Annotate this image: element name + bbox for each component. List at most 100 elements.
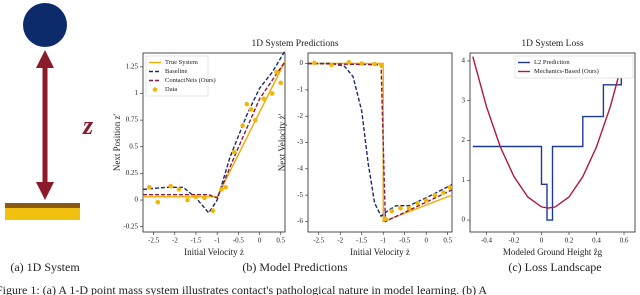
x-tick-label: 0.6 [620, 237, 629, 245]
data-point [210, 208, 216, 213]
legend-label: ContactNets (Ours) [165, 77, 216, 84]
data-point [372, 61, 377, 67]
data-point [185, 197, 190, 203]
data-point [312, 60, 317, 66]
x-tick-label: -0.2 [508, 237, 520, 245]
y-tick-label: 1.25 [126, 62, 139, 70]
x-tick-label: 0 [540, 237, 544, 245]
series-line [472, 56, 625, 209]
x-tick-label: -1.5 [190, 237, 202, 245]
arrow-head-down [36, 182, 54, 200]
data-point [441, 190, 446, 195]
plot-frame [469, 52, 636, 233]
y-tick-label: 1 [135, 89, 139, 97]
data-point [155, 199, 161, 205]
y-tick-label: 4 [462, 57, 466, 65]
y-tick-label: 1 [462, 176, 466, 184]
plot-frame [142, 52, 286, 233]
x-tick-label: -1 [214, 237, 220, 245]
y-tick-label: 0.75 [126, 116, 139, 124]
legend-label: Mechanics-Based (Ours) [534, 68, 599, 75]
y-tick-label: -1 [297, 85, 303, 93]
data-point [329, 62, 334, 68]
x-tick-label: 0.5 [443, 237, 452, 245]
y-tick-label: 0 [300, 59, 304, 67]
figure-caption: Figure 1: (a) A 1-D point mass system il… [0, 283, 487, 295]
y-tick-label: 0 [462, 216, 466, 224]
legend-box [514, 55, 634, 79]
x-tick-label: -0.5 [233, 237, 245, 245]
ground-surface [5, 203, 80, 208]
data-point [389, 208, 395, 214]
data-point [274, 69, 279, 75]
caption: (a) 1D System [10, 260, 80, 274]
y-tick-label: 3 [462, 96, 466, 104]
series-line [472, 64, 627, 221]
y-tick-label: 0 [135, 196, 139, 204]
data-point [415, 200, 420, 206]
legend-label: L2 Prediction [534, 59, 570, 66]
y-axis-label: Next Position z' [112, 114, 122, 171]
panel-title: 1D System Predictions [251, 39, 338, 49]
data-point [406, 206, 412, 211]
x-axis-label: Modeled Ground Height ẑg [503, 247, 603, 257]
x-tick-label: 0.2 [565, 237, 574, 245]
x-tick-label: 0.5 [276, 237, 285, 245]
data-point [423, 198, 429, 203]
data-point [248, 107, 254, 112]
x-axis-label: Initial Velocity ż [350, 247, 410, 257]
caption: (b) Model Predictions [242, 260, 348, 274]
x-tick-label: -2.5 [148, 237, 160, 245]
data-point [223, 184, 228, 190]
x-tick-label: -1.5 [356, 237, 368, 245]
data-point [378, 62, 384, 68]
data-point [432, 192, 438, 198]
y-tick-label: 2 [462, 136, 466, 144]
legend-marker [152, 87, 158, 92]
x-axis-label: Initial Velocity ż [184, 247, 244, 257]
x-tick-label: 0 [424, 237, 428, 245]
series-line [308, 62, 453, 218]
data-point [447, 184, 453, 190]
y-tick-label: -3 [297, 138, 303, 146]
data-point [219, 187, 224, 192]
data-point [168, 183, 173, 189]
x-tick-label: -2 [337, 237, 343, 245]
legend-label: Data [165, 86, 177, 93]
data-point [269, 91, 275, 96]
point-mass [23, 3, 67, 47]
data-point [193, 194, 199, 200]
series-line [143, 61, 286, 199]
series-line [307, 62, 453, 223]
series-line [142, 50, 286, 214]
data-point [147, 184, 152, 190]
data-point [383, 216, 388, 222]
x-tick-label: -2.5 [313, 237, 325, 245]
caption: (c) Loss Landscape [508, 260, 601, 274]
y-tick-label: -2 [297, 112, 303, 120]
data-point [253, 117, 258, 123]
data-point [176, 187, 182, 192]
chart-title: 1D System Loss [521, 39, 584, 49]
ground [5, 208, 80, 220]
arrow-head-up [36, 50, 54, 68]
x-tick-label: -1 [380, 237, 386, 245]
x-tick-label: 0.4 [592, 237, 601, 245]
x-tick-label: 0 [258, 237, 262, 245]
y-tick-label: 0.25 [126, 169, 139, 177]
data-point [278, 80, 284, 86]
data-point [231, 149, 237, 155]
y-tick-label: -5 [297, 191, 303, 199]
y-tick-label: -0.25 [123, 222, 138, 230]
legend-label: Baseline [165, 68, 187, 75]
y-tick-label: 0.5 [129, 142, 138, 150]
y-tick-label: -4 [297, 164, 303, 172]
data-point [202, 195, 207, 201]
data-point [244, 101, 250, 107]
legend-label: True System [165, 59, 198, 66]
series-line [308, 62, 453, 223]
height-label: z [82, 111, 94, 140]
data-point [261, 96, 267, 102]
